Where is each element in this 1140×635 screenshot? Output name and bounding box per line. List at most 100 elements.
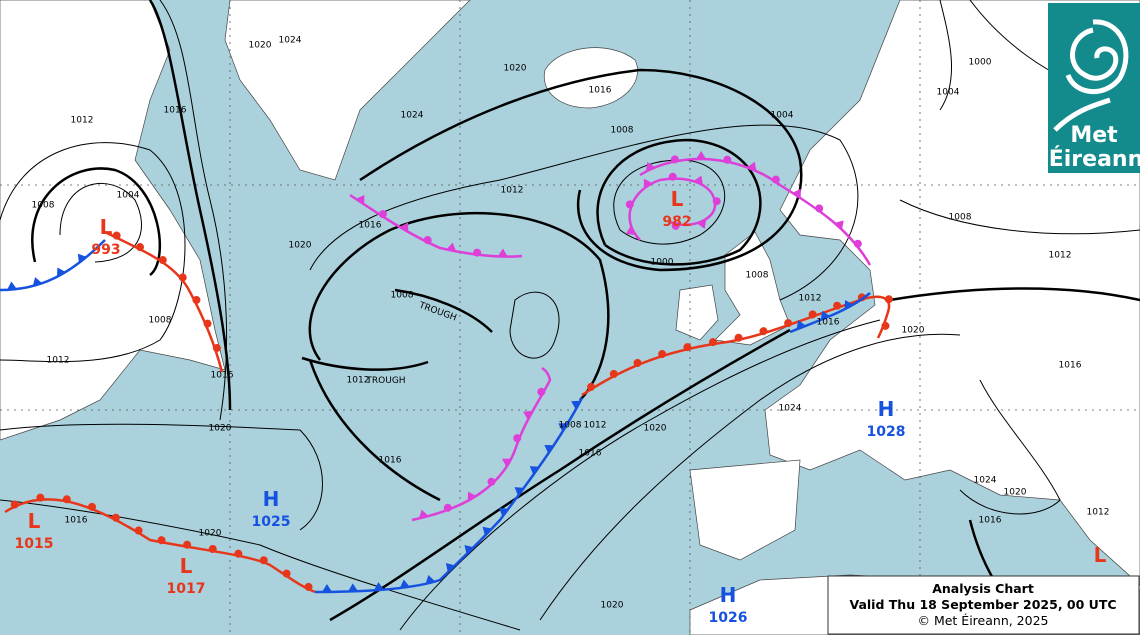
isobar-label: 1012 <box>1049 251 1072 261</box>
isobar <box>0 142 186 363</box>
occl-front <box>628 177 717 241</box>
front-symbol <box>88 502 97 511</box>
occl-front <box>639 157 872 266</box>
isobar-label: 1004 <box>937 88 960 98</box>
isobar <box>0 499 521 631</box>
centre-symbol: L <box>28 509 41 533</box>
front-symbol <box>833 301 842 310</box>
isobar-label: 1012 <box>47 356 70 366</box>
isobar-label: 1016 <box>817 318 840 328</box>
front-symbol <box>815 204 824 213</box>
trough-lines <box>301 288 493 371</box>
isobar <box>539 333 961 621</box>
front-symbol <box>513 434 522 443</box>
centre-symbol: L <box>1094 543 1107 567</box>
isobar <box>399 319 881 631</box>
isobar-label: 1012 <box>584 421 607 431</box>
front-symbol <box>399 579 410 589</box>
front-symbol <box>708 338 717 347</box>
centre-symbol: H <box>720 583 737 607</box>
isobar-label: 1004 <box>771 111 794 121</box>
front-symbol <box>693 175 703 185</box>
isobar-label: 1016 <box>164 106 187 116</box>
isobar-label: 1016 <box>65 516 88 526</box>
isobar-label: 1020 <box>1004 488 1027 498</box>
front-symbol <box>671 221 680 230</box>
front-symbol <box>834 220 844 230</box>
front-symbol <box>32 277 43 287</box>
caption-copyright: © Met Éireann, 2025 <box>917 613 1048 628</box>
front-symbol <box>135 243 144 252</box>
north-america <box>0 0 226 441</box>
front-symbol <box>178 273 187 282</box>
isobar-label: 1016 <box>979 516 1002 526</box>
front-symbol <box>625 200 634 209</box>
front-symbol <box>668 172 677 181</box>
isobar-label: 1020 <box>902 326 925 336</box>
front-symbol <box>723 155 732 164</box>
isobar-label: 1024 <box>401 111 424 121</box>
isobar-label: 1012 <box>501 186 524 196</box>
front-symbol <box>212 344 221 353</box>
front-symbol <box>523 411 533 420</box>
isobar-label: 1020 <box>504 64 527 74</box>
front-symbol <box>537 387 546 396</box>
front-symbol <box>609 369 618 378</box>
logo-swirl <box>1053 97 1111 132</box>
logo: Met Éireann <box>1048 3 1140 173</box>
caption-title: Analysis Chart <box>932 581 1034 596</box>
front-symbol <box>304 582 313 591</box>
front-symbol <box>771 175 780 184</box>
front-symbol <box>808 310 817 319</box>
front-symbol <box>696 150 707 160</box>
isobar-label: 1024 <box>779 404 802 414</box>
isobar <box>959 379 1061 515</box>
front-symbol <box>884 295 893 304</box>
isobar-label: 1008 <box>32 201 55 211</box>
trough-label: TROUGH <box>365 376 405 386</box>
isobar-label: 1020 <box>199 529 222 539</box>
isobar-label: 1024 <box>974 476 997 486</box>
front-symbol <box>347 583 358 592</box>
warm-front <box>581 295 891 397</box>
occl-front <box>411 366 552 522</box>
front-symbol <box>282 569 291 578</box>
front-symbol <box>482 526 492 536</box>
front-symbol <box>157 536 166 545</box>
isobar <box>308 211 610 401</box>
isobar-label: 1016 <box>211 371 234 381</box>
front-symbol <box>322 583 332 592</box>
centre-symbol: L <box>180 554 193 578</box>
front-symbol <box>853 239 862 248</box>
isobar <box>939 0 952 111</box>
centre-pressure: 993 <box>91 242 120 258</box>
cold-front <box>789 292 871 334</box>
isobar <box>889 287 1140 302</box>
isobar-label: 1008 <box>746 271 769 281</box>
front-symbol <box>423 236 432 245</box>
labels: L 993 L 982 L 1015 L 1017 H 1025 H 1028 H 1026 L TROUGH… <box>15 36 1110 627</box>
caption-valid: Valid Thu 18 September 2025, 00 UTC <box>849 597 1116 612</box>
caption-box <box>827 575 1140 635</box>
front-symbol <box>587 382 596 391</box>
front-symbol <box>111 513 120 522</box>
isobar-label: 1016 <box>579 449 602 459</box>
isobar-label: 1012 <box>1087 508 1110 518</box>
isobar <box>59 182 142 263</box>
front-symbol <box>784 319 793 328</box>
front-symbol <box>134 526 143 535</box>
front-symbol <box>558 423 568 432</box>
front-symbol <box>734 333 743 342</box>
isobar-label: 1008 <box>559 421 582 431</box>
centre-symbol: L <box>100 215 113 239</box>
isobar <box>359 68 803 272</box>
front-symbol <box>643 178 653 189</box>
isobar-label: 1020 <box>601 601 624 611</box>
centre-symbol: H <box>263 487 280 511</box>
trough-line <box>301 356 429 371</box>
centre-symbol: H <box>878 397 895 421</box>
isobar-label: 1000 <box>651 258 674 268</box>
centre-pressure: 1015 <box>15 536 54 552</box>
